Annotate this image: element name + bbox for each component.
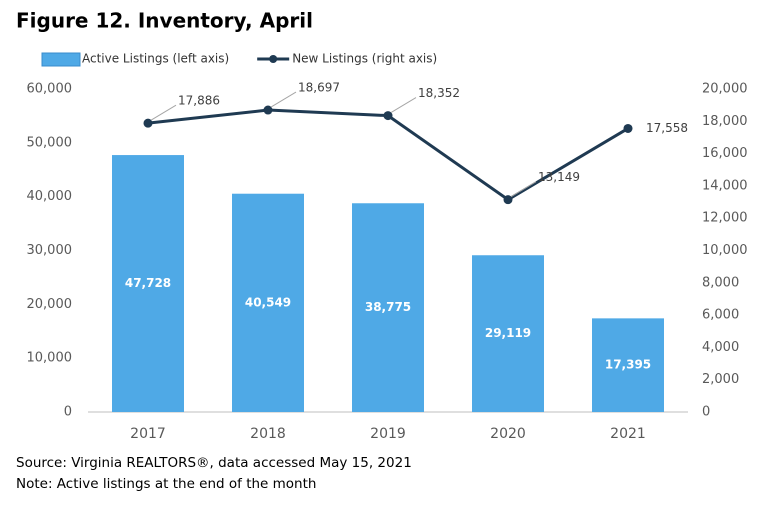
legend-label: Active Listings (left axis) (82, 52, 229, 66)
legend-marker (269, 55, 278, 63)
y-tick-label: 30,000 (27, 243, 73, 258)
y2-tick-label: 0 (702, 405, 710, 420)
line-value-label: 18,697 (298, 81, 340, 95)
y-tick-label: 60,000 (27, 82, 73, 97)
bar (112, 155, 184, 412)
line-value-label: 17,558 (646, 121, 688, 135)
y-tick-label: 50,000 (27, 135, 73, 150)
line-marker (143, 118, 153, 128)
y-tick-label: 20,000 (27, 297, 73, 312)
y2-tick-label: 18,000 (702, 114, 748, 129)
line-marker (383, 111, 393, 121)
bar-value-label: 38,775 (365, 300, 411, 314)
line-marker (263, 105, 273, 115)
y2-tick-label: 4,000 (702, 340, 739, 355)
y2-tick-label: 10,000 (702, 243, 748, 258)
line-marker (623, 123, 633, 133)
x-tick-label: 2020 (490, 426, 526, 442)
bar (232, 193, 304, 412)
y-tick-label: 10,000 (27, 351, 73, 366)
bar-value-label: 29,119 (485, 326, 531, 340)
bar (472, 255, 544, 412)
line-marker (503, 195, 513, 205)
y2-tick-label: 14,000 (702, 178, 748, 193)
y2-tick-label: 20,000 (702, 82, 748, 97)
line-value-label: 17,886 (178, 94, 220, 108)
line-value-label: 18,352 (418, 86, 460, 100)
line-value-label: 13,149 (538, 170, 580, 184)
x-tick-label: 2018 (250, 426, 286, 442)
footnote: Note: Active listings at the end of the … (16, 476, 316, 492)
bar-value-label: 17,395 (605, 358, 651, 372)
leader-line (510, 181, 537, 198)
y2-tick-label: 12,000 (702, 211, 748, 226)
x-tick-label: 2021 (610, 426, 646, 442)
bar (592, 318, 664, 412)
chart-title: Figure 12. Inventory, April (16, 9, 313, 33)
x-tick-label: 2019 (370, 426, 406, 442)
leader-line (270, 91, 297, 108)
y2-tick-label: 6,000 (702, 308, 739, 323)
bar-value-label: 40,549 (245, 295, 291, 309)
source-note: Source: Virginia REALTORS®, data accesse… (16, 455, 412, 471)
y-tick-label: 0 (64, 405, 72, 420)
y2-tick-label: 16,000 (702, 146, 748, 161)
line (147, 108, 629, 202)
y2-tick-label: 2,000 (702, 372, 739, 387)
x-tick-label: 2017 (130, 426, 166, 442)
leader-line (390, 97, 417, 114)
legend-label: New Listings (right axis) (292, 52, 437, 66)
y2-tick-label: 8,000 (702, 275, 739, 290)
bar-value-label: 47,728 (125, 276, 171, 290)
y-tick-label: 40,000 (27, 189, 73, 204)
legend-swatch (41, 52, 81, 67)
leader-line (150, 104, 177, 121)
bar (352, 203, 424, 412)
